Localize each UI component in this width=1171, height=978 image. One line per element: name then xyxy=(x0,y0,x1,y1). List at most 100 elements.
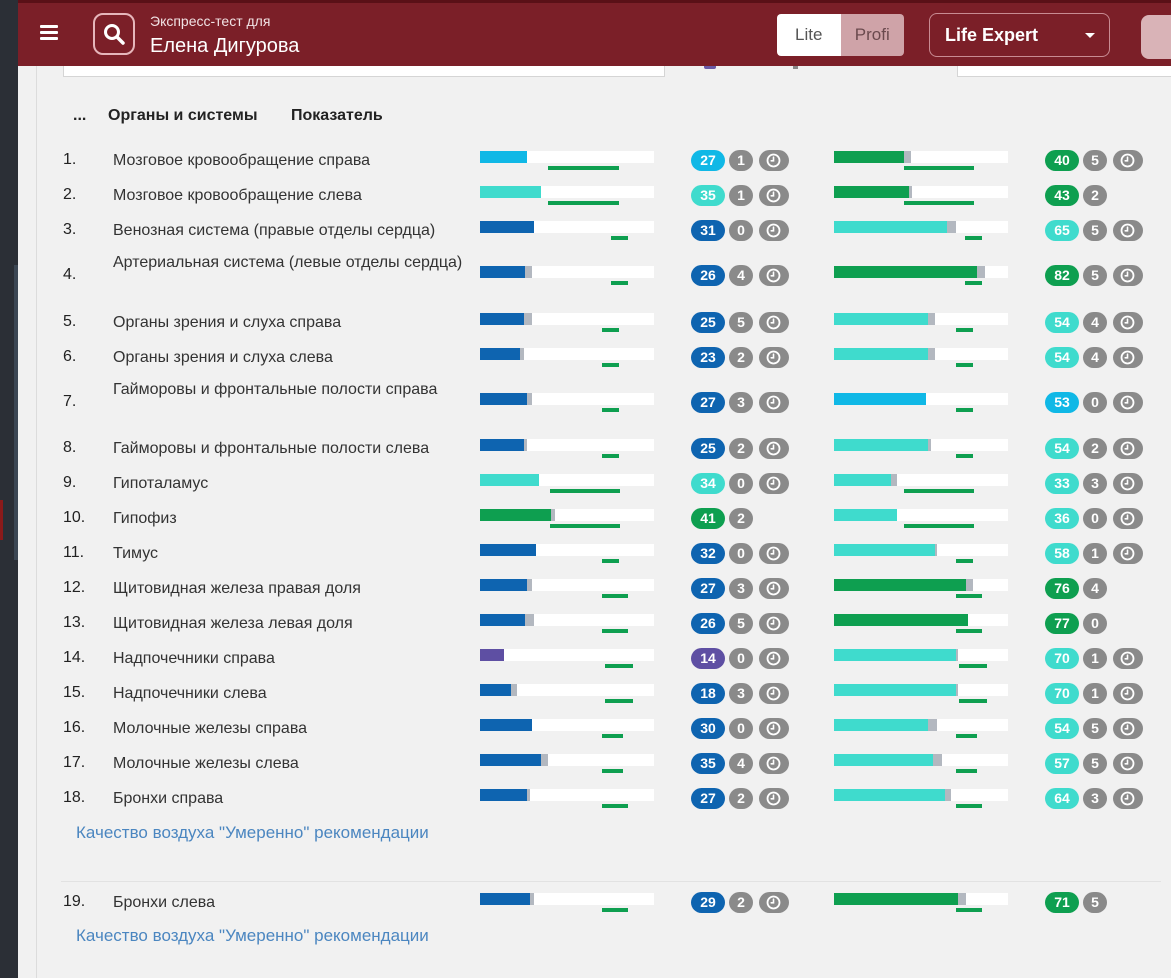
organ-name[interactable]: Гипофиз xyxy=(113,510,177,527)
history-button[interactable] xyxy=(759,220,789,241)
value-badge[interactable]: 27 xyxy=(691,392,725,413)
value-badge[interactable]: 35 xyxy=(691,185,725,206)
organ-name[interactable]: Органы зрения и слуха слева xyxy=(113,349,333,366)
history-button[interactable] xyxy=(759,788,789,809)
organ-name[interactable]: Мозговое кровообращение слева xyxy=(113,187,362,204)
history-button[interactable] xyxy=(1113,220,1143,241)
count-badge[interactable]: 2 xyxy=(729,892,753,913)
history-button[interactable] xyxy=(1113,473,1143,494)
value-badge[interactable]: 77 xyxy=(1045,613,1079,634)
count-badge[interactable]: 3 xyxy=(729,578,753,599)
recommendation-link[interactable]: Качество воздуха "Умеренно" рекомендации xyxy=(76,926,429,945)
history-button[interactable] xyxy=(1113,753,1143,774)
value-badge[interactable]: 34 xyxy=(691,473,725,494)
value-badge[interactable]: 58 xyxy=(1045,543,1079,564)
count-badge[interactable]: 0 xyxy=(1083,508,1107,529)
history-button[interactable] xyxy=(759,718,789,739)
value-badge[interactable]: 26 xyxy=(691,265,725,286)
value-badge[interactable]: 54 xyxy=(1045,312,1079,333)
history-button[interactable] xyxy=(759,613,789,634)
count-badge[interactable]: 0 xyxy=(729,543,753,564)
organ-name[interactable]: Органы зрения и слуха справа xyxy=(113,314,342,331)
value-badge[interactable]: 64 xyxy=(1045,788,1079,809)
organ-name[interactable]: Молочные железы слева xyxy=(113,755,299,772)
filter-field-right[interactable] xyxy=(957,66,1171,77)
value-badge[interactable]: 26 xyxy=(691,613,725,634)
count-badge[interactable]: 5 xyxy=(1083,718,1107,739)
history-button[interactable] xyxy=(1113,150,1143,171)
value-badge[interactable]: 27 xyxy=(691,150,725,171)
count-badge[interactable]: 1 xyxy=(1083,543,1107,564)
count-badge[interactable]: 2 xyxy=(729,508,753,529)
count-badge[interactable]: 4 xyxy=(729,753,753,774)
value-badge[interactable]: 32 xyxy=(691,543,725,564)
expert-select[interactable]: Life Expert xyxy=(929,13,1110,57)
count-badge[interactable]: 2 xyxy=(1083,438,1107,459)
value-badge[interactable]: 43 xyxy=(1045,185,1079,206)
value-badge[interactable]: 40 xyxy=(1045,150,1079,171)
value-badge[interactable]: 54 xyxy=(1045,718,1079,739)
organ-name[interactable]: Щитовидная железа правая доля xyxy=(113,580,361,597)
value-badge[interactable]: 71 xyxy=(1045,892,1079,913)
history-button[interactable] xyxy=(1113,265,1143,286)
history-button[interactable] xyxy=(759,683,789,704)
count-badge[interactable]: 0 xyxy=(1083,613,1107,634)
count-badge[interactable]: 3 xyxy=(729,683,753,704)
organ-name[interactable]: Гайморовы и фронтальные полости справа xyxy=(113,381,438,398)
organ-name[interactable]: Мозговое кровообращение справа xyxy=(113,152,371,169)
count-badge[interactable]: 0 xyxy=(729,648,753,669)
organ-name[interactable]: Бронхи слева xyxy=(113,894,215,911)
history-button[interactable] xyxy=(759,892,789,913)
value-badge[interactable]: 53 xyxy=(1045,392,1079,413)
history-button[interactable] xyxy=(1113,683,1143,704)
count-badge[interactable]: 0 xyxy=(1083,392,1107,413)
organ-name[interactable]: Гипоталамус xyxy=(113,475,209,492)
organ-name[interactable]: Венозная система (правые отделы сердца) xyxy=(113,222,436,239)
history-button[interactable] xyxy=(759,185,789,206)
history-button[interactable] xyxy=(759,150,789,171)
value-badge[interactable]: 25 xyxy=(691,438,725,459)
count-badge[interactable]: 5 xyxy=(1083,150,1107,171)
history-button[interactable] xyxy=(1113,312,1143,333)
value-badge[interactable]: 23 xyxy=(691,347,725,368)
value-badge[interactable]: 70 xyxy=(1045,648,1079,669)
count-badge[interactable]: 5 xyxy=(729,613,753,634)
count-badge[interactable]: 2 xyxy=(729,438,753,459)
count-badge[interactable]: 3 xyxy=(1083,788,1107,809)
value-badge[interactable]: 65 xyxy=(1045,220,1079,241)
value-badge[interactable]: 30 xyxy=(691,718,725,739)
value-badge[interactable]: 82 xyxy=(1045,265,1079,286)
value-badge[interactable]: 27 xyxy=(691,578,725,599)
count-badge[interactable]: 3 xyxy=(729,392,753,413)
count-badge[interactable]: 0 xyxy=(729,718,753,739)
organ-name[interactable]: Бронхи справа xyxy=(113,790,224,807)
value-badge[interactable]: 33 xyxy=(1045,473,1079,494)
column-header-dots[interactable]: ... xyxy=(73,107,87,124)
count-badge[interactable]: 5 xyxy=(1083,265,1107,286)
value-badge[interactable]: 76 xyxy=(1045,578,1079,599)
count-badge[interactable]: 5 xyxy=(1083,892,1107,913)
count-badge[interactable]: 5 xyxy=(1083,220,1107,241)
history-button[interactable] xyxy=(759,312,789,333)
hamburger-icon[interactable] xyxy=(40,25,58,41)
history-button[interactable] xyxy=(1113,543,1143,564)
value-badge[interactable]: 54 xyxy=(1045,347,1079,368)
count-badge[interactable]: 2 xyxy=(729,788,753,809)
organ-name[interactable]: Надпочечники справа xyxy=(113,650,275,667)
count-badge[interactable]: 4 xyxy=(1083,312,1107,333)
recommendation-link[interactable]: Качество воздуха "Умеренно" рекомендации xyxy=(76,823,429,842)
history-button[interactable] xyxy=(759,438,789,459)
value-badge[interactable]: 18 xyxy=(691,683,725,704)
value-badge[interactable]: 57 xyxy=(1045,753,1079,774)
mode-profi-button[interactable]: Profi xyxy=(840,14,904,56)
count-badge[interactable]: 1 xyxy=(1083,683,1107,704)
count-badge[interactable]: 1 xyxy=(729,185,753,206)
value-badge[interactable]: 31 xyxy=(691,220,725,241)
filter-field-left[interactable] xyxy=(63,66,665,77)
value-badge[interactable]: 70 xyxy=(1045,683,1079,704)
count-badge[interactable]: 4 xyxy=(1083,578,1107,599)
history-button[interactable] xyxy=(1113,347,1143,368)
value-badge[interactable]: 14 xyxy=(691,648,725,669)
column-header-indicator[interactable]: Показатель xyxy=(291,107,383,124)
value-badge[interactable]: 54 xyxy=(1045,438,1079,459)
